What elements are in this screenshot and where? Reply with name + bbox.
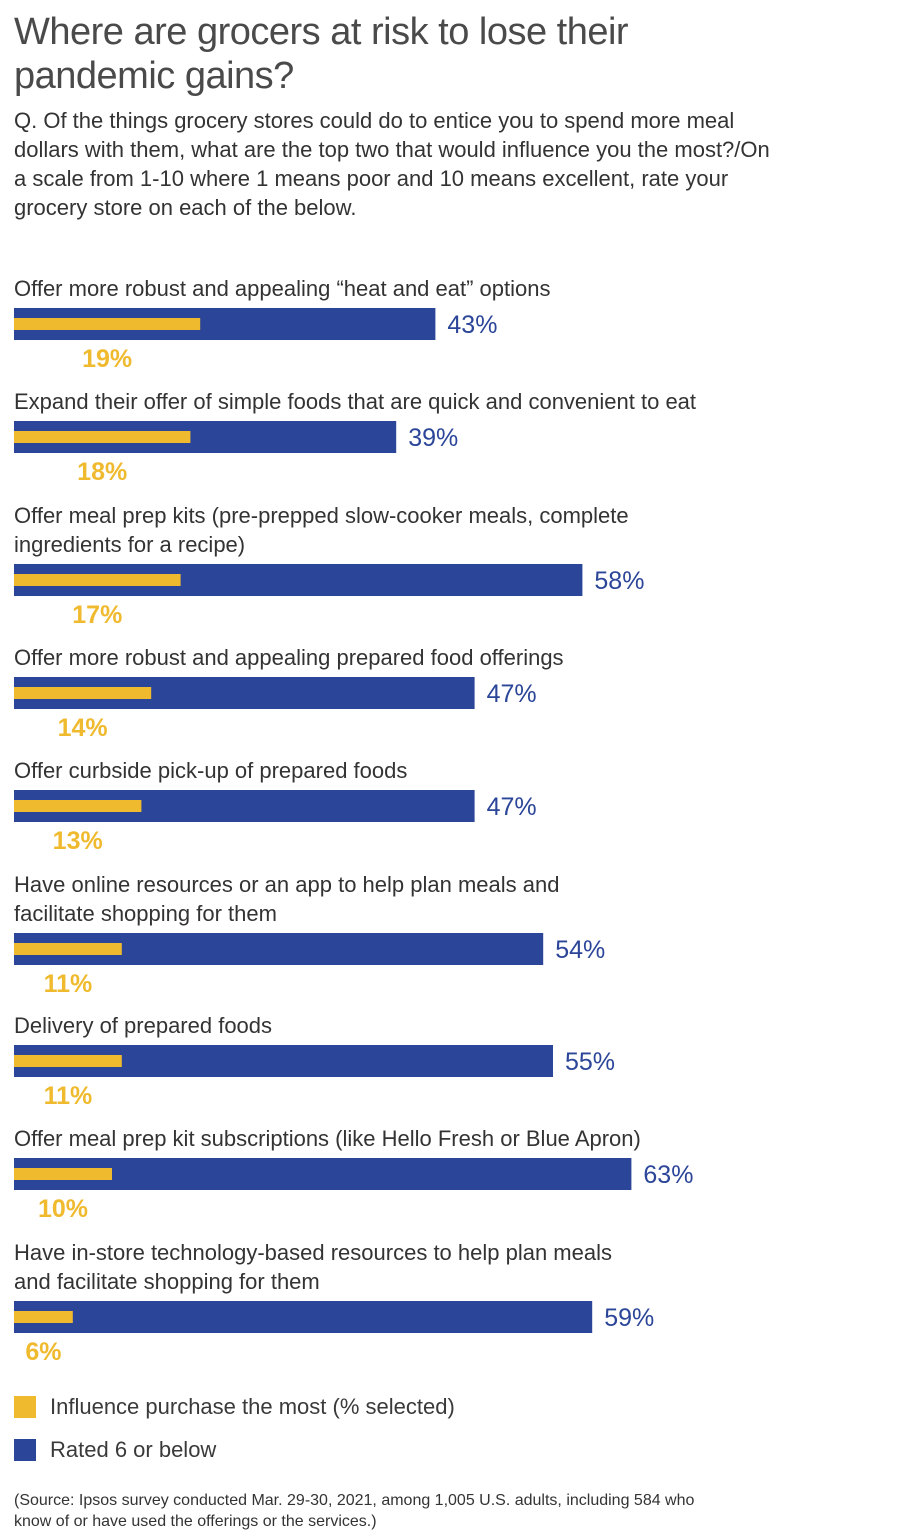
chart-title: Where are grocers at risk to lose their … xyxy=(14,11,629,97)
source-note: (Source: Ipsos survey conducted Mar. 29-… xyxy=(14,1492,695,1530)
category-label: and facilitate shopping for them xyxy=(14,1269,320,1294)
bar-influence-purchase xyxy=(14,431,191,443)
data-label-rated: 43% xyxy=(447,311,497,339)
legend-label-rated: Rated 6 or below xyxy=(50,1437,217,1462)
category-label: Delivery of prepared foods xyxy=(14,1013,272,1038)
category-label: Have online resources or an app to help … xyxy=(14,872,559,897)
data-label-rated: 54% xyxy=(555,936,605,964)
bar-influence-purchase xyxy=(14,800,142,812)
bar-influence-purchase xyxy=(14,687,152,699)
data-label-rated: 47% xyxy=(487,680,537,708)
data-label-rated: 39% xyxy=(408,424,458,452)
data-label-influence: 14% xyxy=(58,714,108,742)
data-label-rated: 59% xyxy=(604,1304,654,1332)
bar-rated-6-or-below xyxy=(14,1301,593,1333)
category-label: Expand their offer of simple foods that … xyxy=(14,389,696,414)
data-label-influence: 13% xyxy=(53,827,103,855)
data-label-influence: 18% xyxy=(77,458,127,486)
category-label: Offer more robust and appealing prepared… xyxy=(14,645,564,670)
data-label-influence: 10% xyxy=(38,1195,88,1223)
bar-influence-purchase xyxy=(14,1055,122,1067)
category-label: ingredients for a recipe) xyxy=(14,532,245,557)
data-label-rated: 47% xyxy=(487,793,537,821)
data-label-influence: 17% xyxy=(72,601,122,629)
chart-subtitle: Q. Of the things grocery stores could do… xyxy=(14,108,770,220)
category-label: Offer curbside pick-up of prepared foods xyxy=(14,758,407,783)
category-label: facilitate shopping for them xyxy=(14,901,277,926)
data-label-rated: 55% xyxy=(565,1048,615,1076)
legend-swatch-influence xyxy=(14,1396,36,1418)
data-label-rated: 63% xyxy=(643,1161,693,1189)
category-label: Have in-store technology-based resources… xyxy=(14,1240,612,1265)
bar-influence-purchase xyxy=(14,318,201,330)
category-label: Offer more robust and appealing “heat an… xyxy=(14,276,551,301)
category-label: Offer meal prep kit subscriptions (like … xyxy=(14,1126,641,1151)
data-label-influence: 11% xyxy=(44,970,93,998)
bar-influence-purchase xyxy=(14,574,181,586)
category-label: Offer meal prep kits (pre-prepped slow-c… xyxy=(14,503,629,528)
legend-swatch-rated xyxy=(14,1439,36,1461)
data-label-influence: 19% xyxy=(82,345,132,373)
bar-influence-purchase xyxy=(14,943,122,955)
bar-influence-purchase xyxy=(14,1168,112,1180)
data-label-rated: 58% xyxy=(594,567,644,595)
bar-influence-purchase xyxy=(14,1311,73,1323)
bar-rated-6-or-below xyxy=(14,1158,632,1190)
data-label-influence: 11% xyxy=(44,1082,93,1110)
data-label-influence: 6% xyxy=(25,1338,61,1366)
legend-label-influence: Influence purchase the most (% selected) xyxy=(50,1394,455,1419)
